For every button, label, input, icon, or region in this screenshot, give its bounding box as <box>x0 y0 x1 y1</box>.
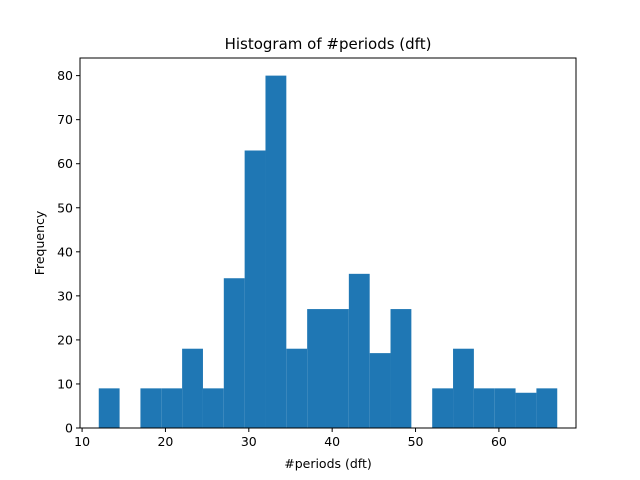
histogram-bar-3 <box>161 388 183 428</box>
y-tick-label: 30 <box>57 288 73 303</box>
y-tick-label: 0 <box>65 421 73 436</box>
y-tick-label: 40 <box>57 244 73 259</box>
histogram-bar-6 <box>223 278 245 428</box>
x-tick-label: 10 <box>74 434 90 449</box>
histogram-bar-17 <box>453 348 474 428</box>
y-tick-label: 50 <box>57 200 73 215</box>
y-tick-label: 60 <box>57 156 73 171</box>
x-tick-label: 20 <box>157 434 173 449</box>
y-tick-label: 70 <box>57 112 73 127</box>
y-tick-label: 10 <box>57 376 73 391</box>
histogram-bar-5 <box>202 388 224 428</box>
x-tick-label: 40 <box>324 434 340 449</box>
histogram-bar-4 <box>182 348 203 428</box>
x-tick-label: 60 <box>491 434 507 449</box>
x-tick-label: 50 <box>408 434 424 449</box>
histogram-bar-18 <box>473 388 495 428</box>
y-axis-label: Frequency <box>32 210 47 275</box>
plot-area-frame <box>79 57 577 429</box>
x-axis-label: #periods (dft) <box>284 456 372 471</box>
chart-title: Histogram of #periods (dft) <box>225 35 432 53</box>
histogram-bar-20 <box>515 392 537 428</box>
x-axis-ticks: 10 20 30 40 50 60 <box>74 428 507 449</box>
histogram-bar-9 <box>286 348 308 428</box>
histogram-bar-13 <box>369 353 391 428</box>
histogram-bar-12 <box>348 273 370 428</box>
y-axis-ticks: 0 10 20 30 40 50 60 70 80 <box>57 68 80 436</box>
histogram-bar-16 <box>432 388 454 428</box>
y-tick-label: 80 <box>57 68 73 83</box>
histogram-bar-21 <box>536 388 558 428</box>
x-tick-label: 30 <box>241 434 257 449</box>
y-tick-label: 20 <box>57 332 73 347</box>
histogram-bar-11 <box>328 309 349 428</box>
histogram-bar-2 <box>140 388 162 428</box>
histogram-bar-8 <box>265 75 287 428</box>
histogram-bar-0 <box>98 388 120 428</box>
histogram-bar-14 <box>390 309 412 428</box>
histogram-bars <box>98 75 558 428</box>
histogram-bar-7 <box>244 150 266 428</box>
histogram-bar-10 <box>307 309 328 428</box>
histogram-bar-19 <box>494 388 516 428</box>
